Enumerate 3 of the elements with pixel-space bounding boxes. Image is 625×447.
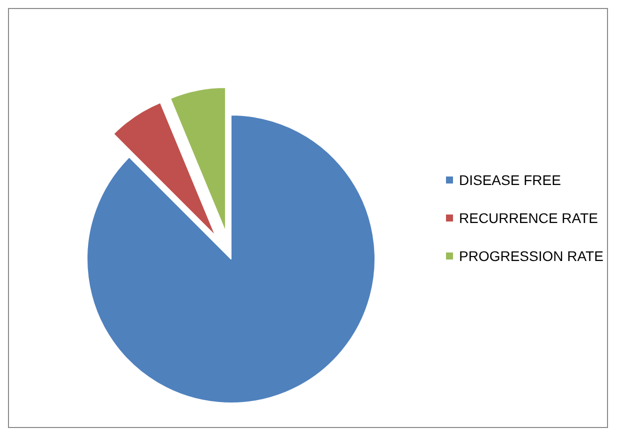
legend-label: PROGRESSION RATE [459, 248, 604, 264]
legend-label: RECURRENCE RATE [459, 210, 598, 226]
legend-label: DISEASE FREE [459, 172, 561, 188]
